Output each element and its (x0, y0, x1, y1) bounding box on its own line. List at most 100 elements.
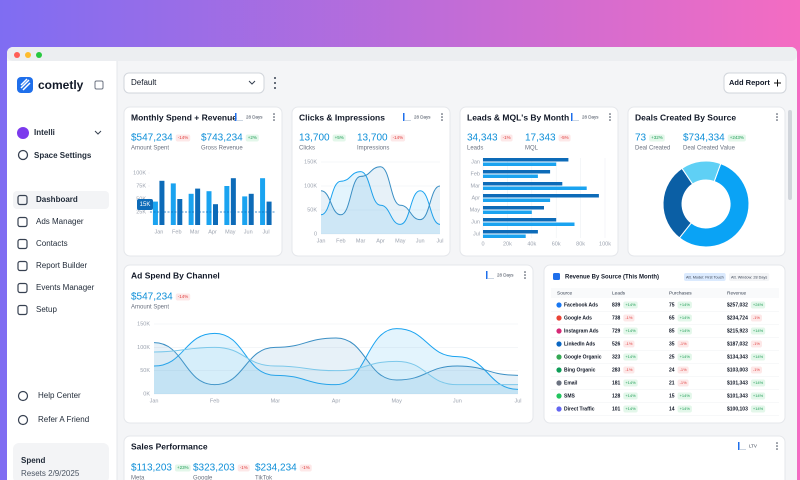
donut-segment (681, 160, 722, 185)
bar (170, 183, 176, 225)
change-pill (390, 134, 406, 142)
badge-icon (403, 113, 405, 121)
table-icon (553, 273, 560, 280)
workspace-chevron[interactable] (94, 130, 102, 135)
card-menu[interactable] (776, 442, 778, 450)
badge-icon-line (488, 278, 494, 279)
change-value: -14% (178, 294, 189, 299)
y-tick-label: 0 (314, 231, 317, 237)
card-menu[interactable] (609, 113, 611, 121)
source-name: Bing Organic (564, 367, 596, 373)
space-settings[interactable]: Space Settings (34, 151, 92, 160)
nav-icon (17, 282, 28, 294)
tooltip (137, 199, 153, 210)
cell-value: 75 (669, 302, 675, 308)
tooltip-text: 15K (140, 202, 151, 208)
change-value: -1% (753, 315, 761, 320)
change-value: +14% (625, 393, 636, 398)
change-pill (677, 327, 692, 335)
source-icon (556, 328, 562, 334)
minimize-button[interactable] (25, 52, 31, 58)
area (154, 338, 518, 394)
y-tick-label: 0K (143, 391, 150, 397)
toolbar-menu[interactable] (274, 77, 276, 89)
change-value: +14% (753, 354, 764, 359)
workspace-name[interactable]: Intelli (34, 128, 55, 137)
change-pill (623, 301, 638, 309)
area (154, 328, 518, 394)
filter-chip[interactable] (729, 273, 770, 281)
period-badge[interactable]: 28 Days (582, 115, 599, 120)
nav-item[interactable]: Contacts (36, 239, 68, 248)
card-menu[interactable] (524, 271, 526, 279)
footer-link[interactable]: Refer A Friend (38, 415, 89, 424)
card-menu[interactable] (441, 113, 443, 121)
change-value: +14% (680, 393, 691, 398)
metric-value: 17,343 (525, 133, 556, 144)
nav-icon (17, 194, 28, 206)
source-icon (556, 354, 562, 360)
y-tick-label: 150K (137, 321, 150, 327)
card-title: Sales Performance (131, 441, 208, 451)
add-report-label: Add Report (729, 78, 770, 87)
period-badge[interactable]: LTV (749, 444, 757, 449)
bar (260, 178, 266, 225)
change-pill (623, 353, 638, 361)
period-badge[interactable]: 28 Days (497, 273, 514, 278)
cell-value: 25 (669, 354, 675, 360)
x-tick-label: 40k (527, 241, 536, 247)
nav-item[interactable]: Dashboard (36, 195, 78, 204)
maximize-button[interactable] (36, 52, 42, 58)
change-value: -1% (302, 465, 310, 470)
cell-value: 15 (669, 393, 675, 399)
line (320, 166, 441, 221)
change-pill (623, 327, 638, 335)
card-menu[interactable] (776, 113, 778, 121)
filter-chip[interactable] (684, 273, 726, 281)
cell-value: 35 (669, 341, 675, 347)
bar (188, 193, 194, 225)
period-badge[interactable]: 28 Days (246, 115, 263, 120)
nav-item[interactable]: Ads Manager (36, 217, 84, 226)
add-report-button[interactable] (723, 72, 787, 94)
change-value: -1% (503, 135, 511, 140)
cell-value: $103,003 (727, 367, 748, 373)
change-pill (332, 134, 346, 142)
period-badge[interactable]: 28 Days (414, 115, 431, 120)
collapse-icon[interactable] (94, 80, 104, 90)
change-pill (237, 464, 250, 472)
metric-label: Clicks (299, 146, 315, 152)
line (153, 346, 518, 386)
source-icon (556, 393, 562, 399)
plan-resets: Resets 2/9/2025 (21, 469, 80, 478)
nav-icon (17, 216, 28, 228)
nav-item[interactable]: Report Builder (36, 261, 87, 270)
card-menu[interactable] (273, 113, 275, 121)
dashboard-select[interactable] (123, 72, 265, 94)
change-value: -14% (393, 135, 404, 140)
workspace-avatar (17, 127, 29, 139)
x-tick-label: Jun (416, 238, 425, 244)
close-button[interactable] (14, 52, 20, 58)
source-icon (556, 380, 562, 386)
cell-value: $257,032 (727, 302, 748, 308)
metric-value: $547,234 (131, 133, 173, 144)
y-tick-label: 50K (140, 368, 150, 374)
source-icon (556, 406, 562, 412)
column-header: Purchases (669, 290, 692, 296)
x-tick-label: 0 (481, 241, 484, 247)
metric-label: Meta (131, 476, 145, 480)
bar (242, 196, 248, 225)
nav-item[interactable]: Setup (36, 305, 57, 314)
x-tick-label: Jan (150, 398, 159, 404)
nav-item[interactable]: Events Manager (36, 283, 95, 292)
cell-value: $100,103 (727, 406, 748, 412)
nav-icon (17, 238, 28, 250)
card-title: Deals Created By Source (635, 112, 736, 122)
footer-link[interactable]: Help Center (38, 391, 81, 400)
logo-mark (20, 78, 31, 91)
card-title: Monthly Spend + Revenue (131, 112, 237, 122)
cell-value: $187,032 (727, 341, 748, 347)
bar (483, 158, 569, 162)
change-pill (558, 134, 571, 142)
